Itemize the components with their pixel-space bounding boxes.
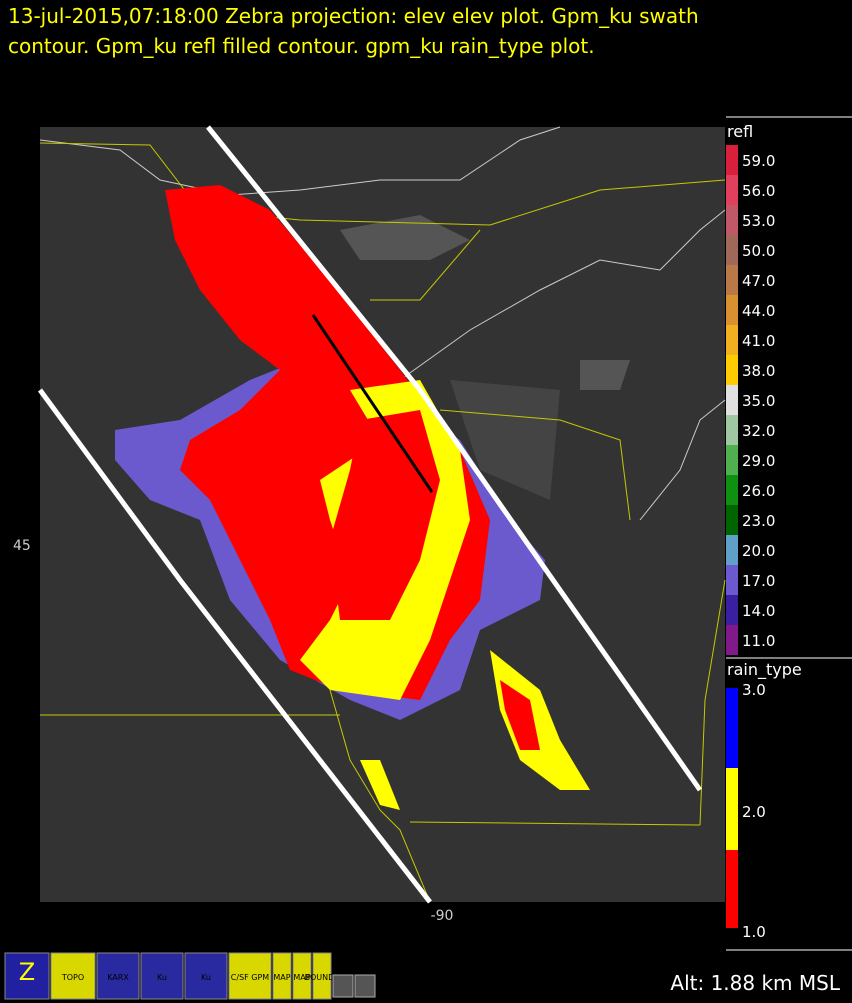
legend-swatch: [726, 265, 738, 295]
legend-swatch: [726, 205, 738, 235]
toolbar-icon: [4, 952, 50, 1000]
map-features: [39, 126, 726, 903]
toolbar-button[interactable]: KARX: [96, 952, 140, 1000]
legend-label: 11.0: [742, 632, 775, 650]
legend-swatch: [726, 768, 738, 850]
legend-label: 2.0: [742, 803, 766, 821]
legend-label: 1.0: [742, 923, 766, 941]
title-line: 13-jul-2015,07:18:00 Zebra projection: e…: [8, 4, 699, 28]
toolbar-label: TOPO: [61, 973, 84, 982]
toolbar-icon: [312, 952, 332, 1000]
legend-swatch: [726, 688, 738, 768]
toolbar-icon: [50, 952, 96, 1000]
toolbar-button[interactable]: MAP: [272, 952, 292, 1000]
toolbar-label: Ku: [201, 973, 211, 982]
legend-label: 56.0: [742, 182, 775, 200]
cross-section-line: [311, 314, 434, 493]
legend-swatch: [726, 625, 738, 655]
toolbar-label: MAP: [293, 973, 310, 982]
toolbar-icon: [140, 952, 184, 1000]
legend-swatch: [726, 850, 738, 928]
legend-label: 20.0: [742, 542, 775, 560]
legend-swatch: [726, 595, 738, 625]
toolbar-icon: [96, 952, 140, 1000]
toolbar-label: Z: [19, 958, 35, 986]
toolbar-button[interactable]: Z: [4, 952, 50, 1000]
legend-swatch: [726, 295, 738, 325]
title-line: contour. Gpm_ku refl filled contour. gpm…: [8, 34, 595, 58]
legend-swatch: [726, 385, 738, 415]
toolbar-label: MAP: [273, 973, 290, 982]
legend-label: 41.0: [742, 332, 775, 350]
swath-edges: [37, 125, 703, 904]
toolbar-label: C/SF GPM: [231, 973, 270, 982]
legend-swatch: [726, 175, 738, 205]
toolbar-button[interactable]: [354, 974, 376, 998]
legend-label: 59.0: [742, 152, 775, 170]
toolbar-button[interactable]: [332, 974, 354, 998]
toolbar-label: KARX: [107, 973, 129, 982]
legend-label: 53.0: [742, 212, 775, 230]
legend-swatch: [726, 355, 738, 385]
legend-title: rain_type: [727, 660, 802, 680]
legend-swatch: [726, 475, 738, 505]
legend-swatch: [726, 535, 738, 565]
legend-swatch: [726, 445, 738, 475]
toolbar-label: Ku: [157, 973, 167, 982]
toolbar-button[interactable]: MAP: [292, 952, 312, 1000]
legend-swatch: [726, 235, 738, 265]
legend-swatch: [726, 415, 738, 445]
legend-swatch: [726, 145, 738, 175]
legend-label: 44.0: [742, 302, 775, 320]
legend-label: 3.0: [742, 681, 766, 699]
legend-swatch: [726, 325, 738, 355]
toolbar-icon: [272, 952, 292, 1000]
reflectivity-field: [115, 185, 590, 810]
altitude-status: Alt: 1.88 km MSL: [670, 971, 840, 995]
toolbar-icon: [228, 952, 272, 1000]
lon-label: -90: [431, 908, 454, 924]
legend-label: 17.0: [742, 572, 775, 590]
legend-label: 29.0: [742, 452, 775, 470]
toolbar-icon: [184, 952, 228, 1000]
toolbar-button[interactable]: Ku: [184, 952, 228, 1000]
legend-label: 32.0: [742, 422, 775, 440]
legend-label: 26.0: [742, 482, 775, 500]
lat-label: 45: [13, 538, 31, 554]
legend-label: 23.0: [742, 512, 775, 530]
legend-label: 50.0: [742, 242, 775, 260]
legend-label: 47.0: [742, 272, 775, 290]
legend-label: 35.0: [742, 392, 775, 410]
toolbar-button[interactable]: BOUNDS: [305, 952, 340, 1000]
toolbar-button[interactable]: C/SF GPM: [228, 952, 272, 1000]
toolbar-button[interactable]: TOPO: [50, 952, 96, 1000]
legend-swatch: [726, 565, 738, 595]
legend-swatch: [726, 505, 738, 535]
legend-label: 14.0: [742, 602, 775, 620]
legend-title: refl: [727, 122, 753, 141]
toolbar-button[interactable]: Ku: [140, 952, 184, 1000]
legend-label: 38.0: [742, 362, 775, 380]
toolbar-label: BOUNDS: [305, 973, 340, 982]
toolbar-icon: [292, 952, 312, 1000]
